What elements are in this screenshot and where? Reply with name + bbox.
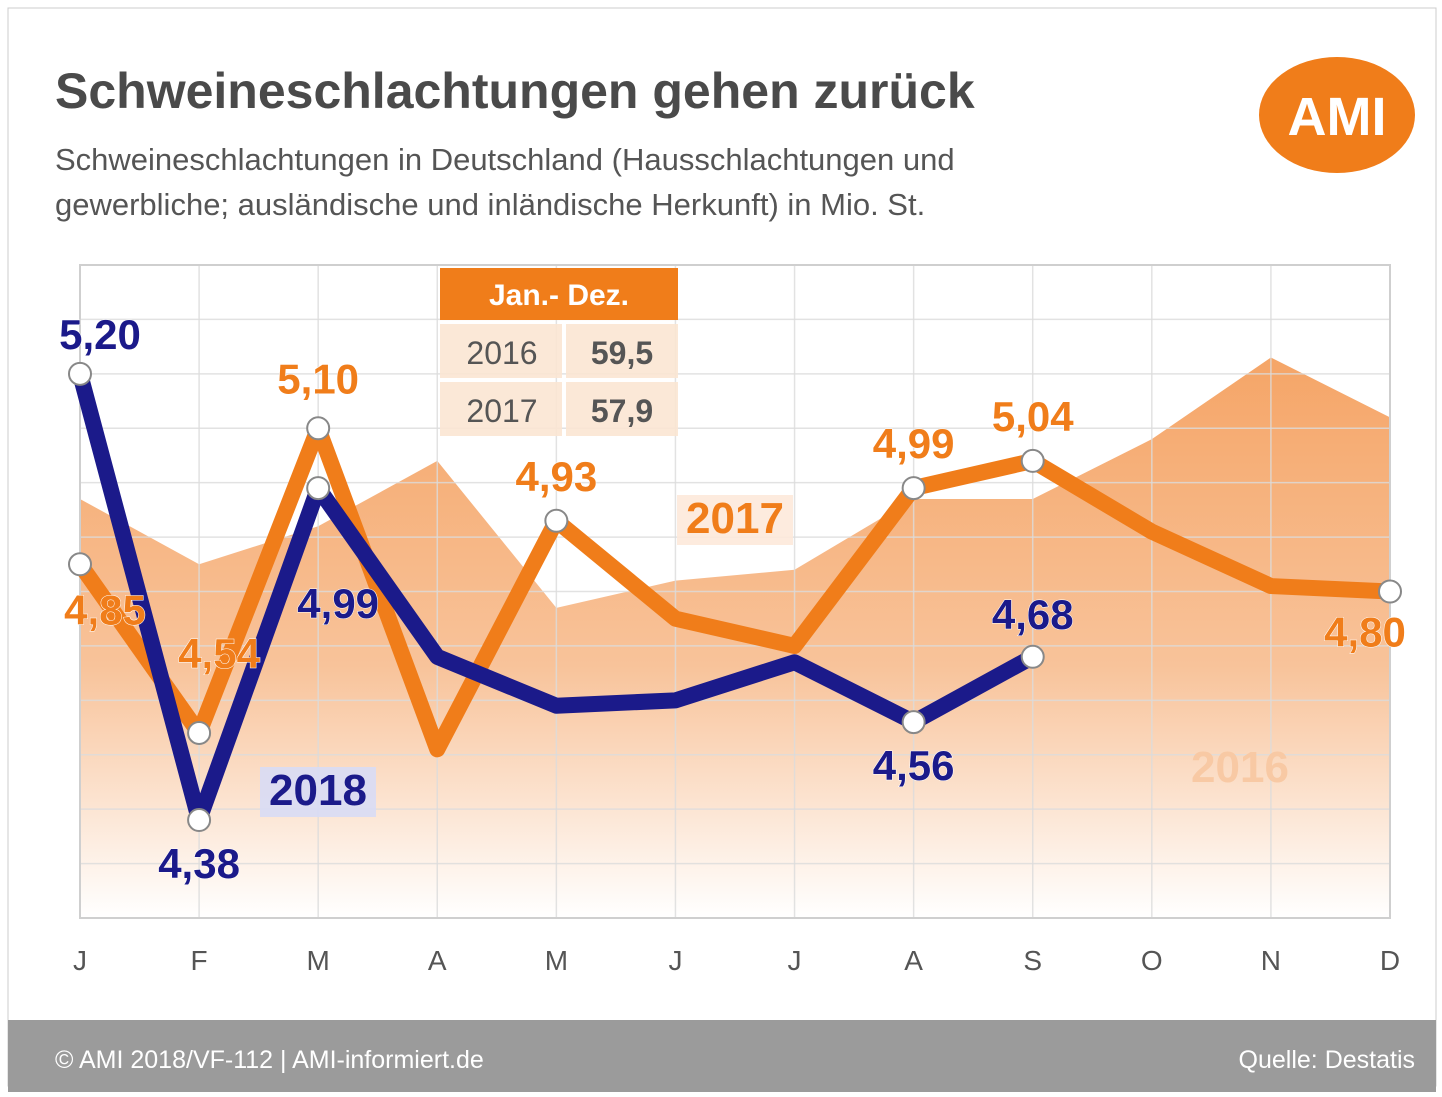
point [1020, 644, 1045, 669]
table-value: 59,5 [591, 335, 653, 371]
series-label: 2016 [1191, 743, 1289, 792]
table-title: Jan.- Dez. [489, 279, 629, 312]
table-cell-bg [566, 382, 678, 436]
point [544, 508, 569, 533]
table-cell-bg [440, 324, 562, 378]
series-label: 2017 [686, 494, 784, 543]
footer [8, 1020, 1436, 1092]
x-tick-label: N [1261, 945, 1281, 976]
x-tick-label: A [904, 945, 923, 976]
point [306, 476, 331, 501]
x-tick-label: O [1141, 945, 1163, 976]
table-year: 2017 [466, 393, 537, 429]
x-tick-label: S [1023, 945, 1042, 976]
subtitle: gewerbliche; ausländische und inländisch… [55, 187, 925, 222]
data-label: 4,93 [515, 453, 597, 500]
x-tick-label: J [788, 945, 802, 976]
point [1378, 579, 1402, 604]
data-label: 4,54 [178, 630, 260, 677]
point [187, 808, 212, 833]
x-tick-label: M [307, 945, 330, 976]
point [901, 710, 926, 735]
line [72, 420, 1398, 758]
point [187, 720, 212, 745]
series-label-bg [260, 767, 376, 817]
point [901, 476, 926, 501]
line [72, 365, 1041, 829]
logo-text: AMI [1288, 87, 1387, 147]
x-tick-label: J [73, 945, 87, 976]
logo [1259, 57, 1415, 173]
point [306, 416, 331, 441]
x-tick-label: D [1380, 945, 1400, 976]
plot-area: J F M A M J J A S O N D Jan.- Dez. 2016 59,5 2017 57,9 4,… [59, 264, 1406, 976]
point [1020, 448, 1045, 473]
table-year: 2016 [466, 335, 537, 371]
x-tick-label: J [668, 945, 682, 976]
subtitle: Schweineschlachtungen in Deutschland (Ha… [55, 142, 955, 177]
data-label: 5,10 [277, 355, 359, 402]
series-label-bg [677, 495, 793, 545]
point [68, 361, 92, 386]
point [68, 552, 92, 577]
data-label: 4,38 [158, 840, 240, 887]
x-tick-label: A [428, 945, 447, 976]
chart-title: Schweineschlachtungen gehen zurück [55, 63, 975, 119]
data-label: 5,20 [59, 311, 141, 358]
data-label: 4,99 [297, 580, 379, 627]
data-label: 4,99 [873, 420, 955, 467]
data-label: 4,80 [1324, 609, 1406, 656]
table-cell-bg [440, 382, 562, 436]
table-header-bg [440, 268, 678, 320]
table-cell-bg [566, 324, 678, 378]
data-label: 4,85 [64, 586, 146, 633]
x-tick-label: F [191, 945, 208, 976]
table-value: 57,9 [591, 393, 653, 429]
data-label: 5,04 [992, 393, 1074, 440]
footer-left: © AMI 2018/VF-112 | AMI-informiert.de [55, 1046, 484, 1074]
footer-right: Quelle: Destatis [1239, 1046, 1415, 1074]
data-label: 4,56 [873, 742, 955, 789]
series-label: 2018 [269, 766, 367, 815]
data-label: 4,68 [992, 591, 1074, 638]
x-tick-label: M [545, 945, 568, 976]
